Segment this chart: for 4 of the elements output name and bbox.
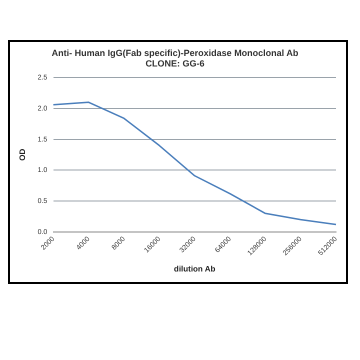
text: CLONE: GG-6 — [145, 58, 205, 69]
y-axis-title: OD — [18, 148, 28, 161]
text: Anti- Human IgG(Fab specific)-Peroxidase Monoclonal Ab — [52, 48, 298, 58]
x-axis-title: dilution Ab — [174, 264, 216, 274]
